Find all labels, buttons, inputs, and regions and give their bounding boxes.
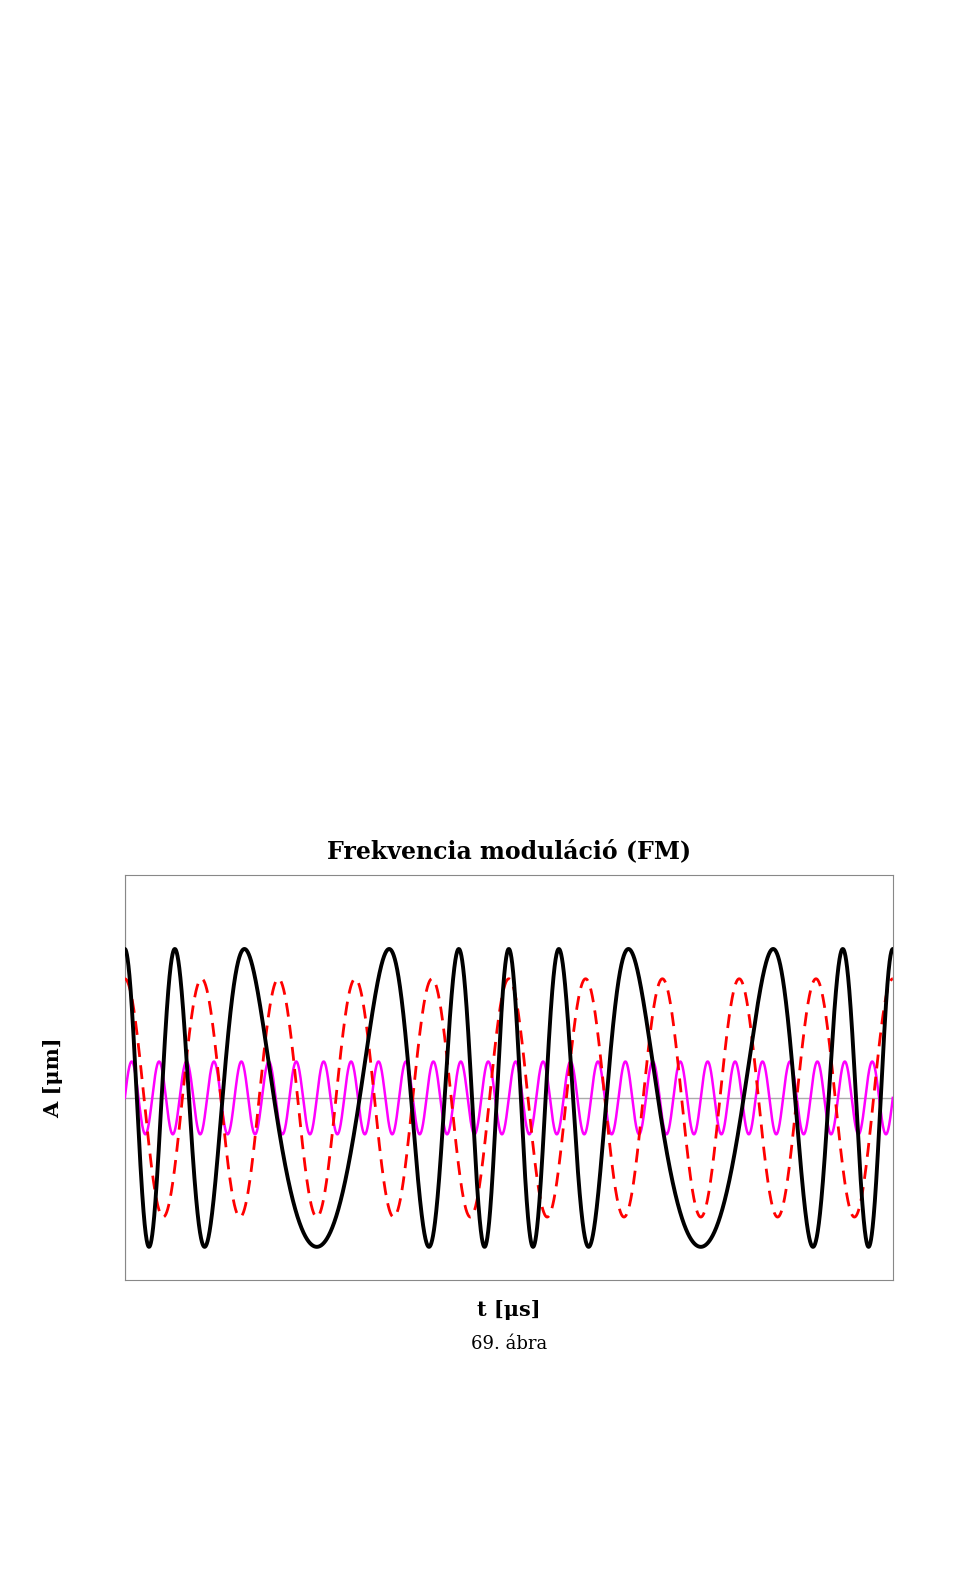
Title: Frekvencia moduláció (FM): Frekvencia moduláció (FM) [326, 840, 691, 863]
Text: 69. ábra: 69. ábra [470, 1334, 547, 1353]
Text: A [μm]: A [μm] [43, 1037, 62, 1118]
Text: t [μs]: t [μs] [477, 1301, 540, 1320]
